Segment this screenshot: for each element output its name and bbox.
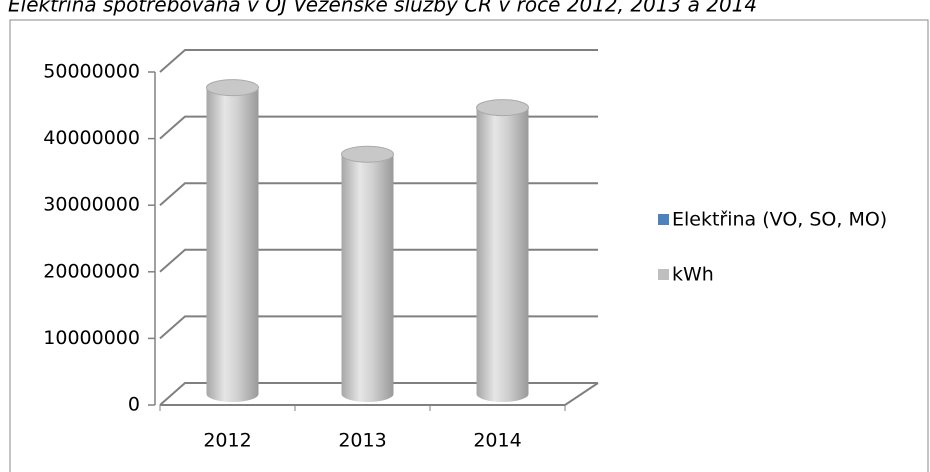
grid-line [159, 49, 598, 73]
legend-swatch [658, 214, 669, 225]
grid-line [159, 248, 598, 273]
legend-label: Elektřina (VO, SO, MO) [672, 209, 887, 231]
grid-line [159, 315, 598, 340]
x-tick-label: 2013 [338, 430, 386, 452]
bar-top [476, 99, 529, 117]
y-tick-label: 0 [128, 394, 140, 416]
y-tick-label: 30000000 [43, 194, 140, 216]
grid-line [159, 182, 598, 206]
chart-title: Elektřina spotřebovaná v OJ Vězeňské slu… [8, 0, 757, 17]
x-tick-label: 2014 [473, 430, 521, 452]
x-tick-label: 2012 [203, 430, 251, 452]
grid-line [159, 382, 598, 406]
y-tick-label: 10000000 [43, 327, 140, 349]
bar-top [206, 79, 259, 97]
legend-swatch [658, 269, 669, 280]
y-tick-label: 40000000 [43, 127, 140, 149]
chart-frame [9, 19, 929, 472]
bar [341, 154, 394, 402]
bar [476, 107, 529, 403]
legend-label: kWh [672, 264, 714, 286]
bar [206, 87, 259, 402]
y-tick-label: 20000000 [43, 260, 140, 282]
bar-top [341, 145, 394, 163]
y-tick-label: 50000000 [43, 61, 140, 83]
grid-line [159, 115, 598, 140]
